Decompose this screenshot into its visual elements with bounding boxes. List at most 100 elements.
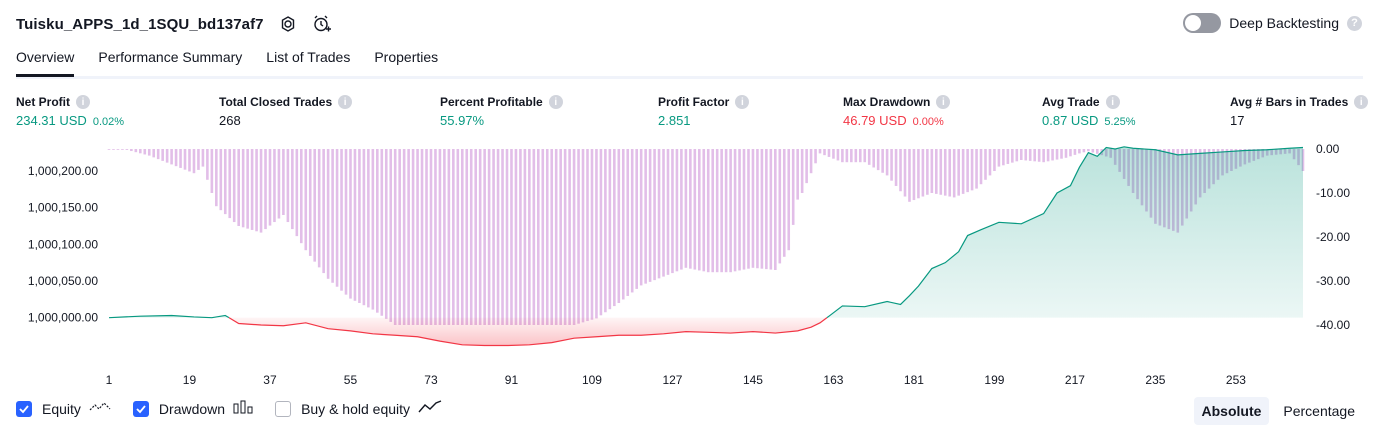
drawdown-bar	[711, 149, 714, 272]
drawdown-bar	[855, 149, 858, 162]
help-icon[interactable]: i	[76, 95, 90, 109]
help-icon[interactable]: i	[1354, 95, 1368, 109]
drawdown-bar	[215, 149, 218, 206]
drawdown-bar	[1002, 149, 1005, 165]
drawdown-bar	[465, 149, 468, 325]
metric-value: 17	[1230, 113, 1244, 128]
drawdown-bar	[126, 149, 129, 150]
help-icon[interactable]: i	[338, 95, 352, 109]
drawdown-bar	[537, 149, 540, 325]
legend-equity[interactable]: Equity	[16, 400, 111, 417]
drawdown-bar	[698, 149, 701, 270]
drawdown-bar	[372, 149, 375, 310]
drawdown-bar	[658, 149, 661, 278]
tab-list-of-trades[interactable]: List of Trades	[266, 48, 350, 74]
drawdown-bar	[349, 149, 352, 299]
absolute-button[interactable]: Absolute	[1194, 397, 1270, 425]
drawdown-bar	[734, 149, 737, 271]
checkbox-checked-icon[interactable]	[16, 401, 32, 417]
drawdown-bar	[984, 149, 987, 180]
legend-buy-hold[interactable]: Buy & hold equity	[275, 400, 442, 417]
deep-backtesting-toggle[interactable]	[1183, 13, 1221, 33]
help-icon[interactable]: i	[936, 95, 950, 109]
drawdown-bar	[358, 149, 361, 303]
drawdown-bar	[859, 149, 862, 162]
drawdown-bar	[336, 149, 339, 287]
drawdown-bar	[917, 149, 920, 198]
drawdown-bar	[376, 149, 379, 313]
drawdown-bar	[251, 149, 254, 230]
drawdown-bar	[922, 149, 925, 197]
drawdown-bar	[783, 149, 786, 257]
drawdown-bar	[1011, 149, 1014, 163]
drawdown-bar	[421, 149, 424, 325]
drawdown-bar	[957, 149, 960, 196]
drawdown-bar	[649, 149, 652, 282]
left-axis-tick-label: 1,000,050.00	[28, 274, 98, 288]
header: Tuisku_APPS_1d_1SQU_bd137af7	[16, 12, 332, 36]
metric-profit-factor: Profit Factor i 2.851	[658, 94, 749, 128]
drawdown-bar	[899, 149, 902, 191]
drawdown-bar	[890, 149, 893, 181]
drawdown-bar	[1020, 149, 1023, 160]
drawdown-bar	[694, 149, 697, 270]
drawdown-bar	[434, 149, 437, 325]
legend-drawdown[interactable]: Drawdown	[133, 400, 253, 417]
drawdown-bar	[260, 149, 263, 233]
drawdown-bar	[354, 149, 357, 301]
settings-icon[interactable]	[278, 14, 298, 34]
x-axis-tick-label: 127	[662, 373, 682, 387]
drawdown-bar	[394, 149, 397, 325]
metric-percent: 5.25%	[1104, 116, 1135, 128]
drawdown-bar	[805, 149, 808, 183]
drawdown-bar	[255, 149, 258, 231]
drawdown-bar	[412, 149, 415, 325]
checkbox-checked-icon[interactable]	[133, 401, 149, 417]
help-icon[interactable]: ?	[1347, 16, 1362, 31]
drawdown-bar	[202, 149, 205, 167]
toggle-knob	[1185, 15, 1201, 31]
help-icon[interactable]: i	[735, 95, 749, 109]
metric-percent-profitable: Percent Profitable i 55.97%	[440, 94, 563, 128]
checkbox-unchecked-icon[interactable]	[275, 401, 291, 417]
help-icon[interactable]: i	[549, 95, 563, 109]
drawdown-bar	[166, 149, 169, 163]
drawdown-bar	[121, 149, 124, 150]
x-axis-tick-label: 217	[1065, 373, 1085, 387]
drawdown-bar	[506, 149, 509, 325]
tab-overview[interactable]: Overview	[16, 48, 74, 77]
drawdown-bar	[1092, 149, 1095, 153]
drawdown-bar	[989, 149, 992, 175]
drawdown-bar	[296, 149, 299, 236]
drawdown-bar	[398, 149, 401, 325]
drawdown-bar	[264, 149, 267, 229]
tab-performance-summary[interactable]: Performance Summary	[98, 48, 242, 74]
drawdown-bar	[707, 149, 710, 272]
drawdown-bar	[1042, 149, 1045, 162]
drawdown-bar	[685, 149, 688, 268]
drawdown-bar	[515, 149, 518, 325]
drawdown-bar	[787, 149, 790, 250]
drawdown-bar	[635, 149, 638, 289]
help-icon[interactable]: i	[1106, 95, 1120, 109]
drawdown-bar	[345, 149, 348, 295]
drawdown-bar	[1024, 149, 1027, 160]
equity-chart[interactable]: 1,000,000.00 1,000,050.00 1,000,100.00 1,00…	[0, 140, 1379, 395]
percentage-button[interactable]: Percentage	[1275, 397, 1363, 425]
drawdown-bar	[886, 149, 889, 175]
drawdown-bar	[1047, 149, 1050, 161]
strategy-title: Tuisku_APPS_1d_1SQU_bd137af7	[16, 16, 264, 33]
drawdown-bar	[430, 149, 433, 325]
drawdown-bar	[492, 149, 495, 325]
x-axis-tick-label: 73	[424, 373, 438, 387]
equity-area-positive	[827, 147, 1303, 318]
drawdown-bar	[425, 149, 428, 325]
x-axis-tick-label: 1	[106, 373, 113, 387]
drawdown-bar	[470, 149, 473, 325]
tab-properties[interactable]: Properties	[374, 48, 438, 74]
metric-value: 0.87 USD	[1042, 113, 1098, 128]
drawdown-bar	[591, 149, 594, 320]
add-alert-icon[interactable]	[312, 14, 332, 34]
right-axis-tick-label: -20.00	[1316, 230, 1350, 244]
drawdown-bar	[143, 149, 146, 154]
